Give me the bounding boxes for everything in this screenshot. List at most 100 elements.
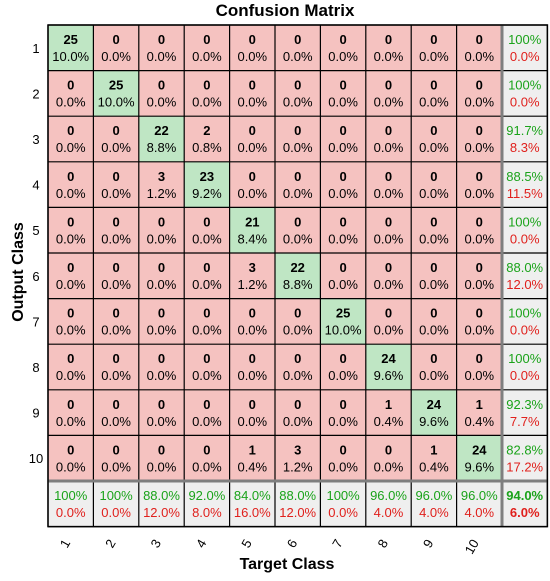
cell-percent: 9.6% bbox=[374, 368, 404, 383]
col-summary-error: 12.0% bbox=[279, 505, 316, 520]
matrix-cell bbox=[411, 207, 457, 253]
col-summary-correct: 88.0% bbox=[279, 488, 316, 503]
row-summary-error: 17.2% bbox=[506, 459, 543, 474]
col-summary-correct: 96.0% bbox=[461, 488, 498, 503]
cell-percent: 0.4% bbox=[237, 459, 267, 474]
y-tick-label: 2 bbox=[32, 86, 39, 101]
matrix-cell bbox=[138, 161, 185, 208]
cell-percent: 0.0% bbox=[101, 323, 131, 338]
summary-cell bbox=[93, 481, 139, 527]
matrix-cell bbox=[411, 116, 457, 162]
cell-percent: 0.0% bbox=[101, 186, 131, 201]
cell-count: 0 bbox=[203, 306, 210, 321]
cell-percent: 0.0% bbox=[374, 95, 404, 110]
cell-count: 0 bbox=[476, 169, 483, 184]
matrix-cell bbox=[229, 70, 275, 117]
row-summary-correct: 88.0% bbox=[506, 260, 543, 275]
cell-percent: 0.0% bbox=[237, 414, 267, 429]
matrix-cell bbox=[48, 70, 94, 117]
cell-count: 0 bbox=[112, 123, 119, 138]
col-summary-correct: 96.0% bbox=[415, 488, 452, 503]
cell-count: 0 bbox=[430, 32, 437, 47]
matrix-cell bbox=[320, 207, 366, 253]
cell-count: 0 bbox=[385, 260, 392, 275]
cell-percent: 0.0% bbox=[464, 368, 494, 383]
cell-count: 0 bbox=[430, 169, 437, 184]
cell-count: 1 bbox=[249, 442, 256, 457]
y-tick-label: 1 bbox=[32, 41, 39, 56]
cell-percent: 0.0% bbox=[101, 49, 131, 64]
overall-accuracy: 94.0% bbox=[506, 488, 543, 503]
cell-percent: 0.0% bbox=[101, 459, 131, 474]
cell-percent: 0.0% bbox=[56, 231, 86, 246]
x-tick-label: 9 bbox=[420, 537, 437, 551]
cell-percent: 1.2% bbox=[237, 277, 267, 292]
cell-count: 1 bbox=[430, 442, 437, 457]
cell-percent: 0.0% bbox=[147, 231, 177, 246]
matrix-cell bbox=[229, 389, 275, 436]
matrix-cell bbox=[48, 161, 94, 208]
matrix-cell bbox=[184, 161, 230, 208]
row-summary-correct: 100% bbox=[508, 32, 542, 47]
cell-count: 0 bbox=[203, 351, 210, 366]
cell-count: 0 bbox=[430, 214, 437, 229]
col-summary-error: 4.0% bbox=[464, 505, 494, 520]
summary-cell bbox=[456, 481, 502, 527]
cell-percent: 0.0% bbox=[147, 414, 177, 429]
cell-percent: 0.8% bbox=[192, 140, 222, 155]
matrix-cell bbox=[93, 25, 139, 71]
matrix-cell bbox=[93, 389, 139, 436]
matrix-cell bbox=[48, 207, 94, 253]
matrix-cell bbox=[275, 298, 321, 345]
x-tick-label: 4 bbox=[193, 537, 210, 551]
cell-count: 0 bbox=[430, 78, 437, 93]
x-tick-label: 10 bbox=[462, 537, 482, 557]
cell-count: 0 bbox=[249, 123, 256, 138]
cell-count: 3 bbox=[249, 260, 256, 275]
row-summary-correct: 82.8% bbox=[506, 442, 543, 457]
summary-cell bbox=[502, 70, 548, 117]
x-tick-label: 5 bbox=[238, 537, 255, 551]
cell-percent: 0.0% bbox=[328, 414, 358, 429]
x-axis-label: Target Class bbox=[239, 556, 335, 573]
cell-count: 0 bbox=[67, 169, 74, 184]
matrix-cell bbox=[411, 435, 457, 481]
matrix-cell bbox=[138, 389, 185, 436]
cell-count: 0 bbox=[67, 260, 74, 275]
cell-count: 0 bbox=[339, 78, 346, 93]
matrix-cell bbox=[275, 253, 321, 299]
cell-percent: 0.0% bbox=[464, 277, 494, 292]
cell-count: 24 bbox=[427, 397, 442, 412]
cell-percent: 0.0% bbox=[101, 414, 131, 429]
matrix-cell bbox=[229, 161, 275, 208]
matrix-cell bbox=[320, 435, 366, 481]
matrix-cell bbox=[48, 116, 94, 162]
matrix-cell bbox=[456, 161, 502, 208]
matrix-cell bbox=[275, 161, 321, 208]
col-summary-error: 0.0% bbox=[56, 505, 86, 520]
cell-percent: 0.0% bbox=[283, 49, 313, 64]
cell-percent: 0.0% bbox=[419, 277, 449, 292]
cell-count: 0 bbox=[249, 169, 256, 184]
cell-count: 0 bbox=[294, 78, 301, 93]
summary-cell bbox=[411, 481, 457, 527]
cell-count: 0 bbox=[203, 397, 210, 412]
cell-percent: 0.0% bbox=[374, 323, 404, 338]
cell-percent: 0.0% bbox=[328, 368, 358, 383]
cell-percent: 0.0% bbox=[283, 186, 313, 201]
matrix-cell bbox=[184, 25, 230, 71]
matrix-cell bbox=[48, 253, 94, 299]
y-tick-label: 9 bbox=[32, 406, 39, 421]
summary-cell bbox=[275, 481, 321, 527]
cell-count: 0 bbox=[158, 306, 165, 321]
cell-count: 0 bbox=[430, 306, 437, 321]
cell-percent: 0.0% bbox=[147, 49, 177, 64]
cell-count: 0 bbox=[158, 32, 165, 47]
cell-count: 3 bbox=[294, 442, 301, 457]
overall-error: 6.0% bbox=[510, 505, 540, 520]
matrix-cell bbox=[456, 389, 502, 436]
cell-count: 23 bbox=[200, 169, 214, 184]
cell-count: 0 bbox=[67, 214, 74, 229]
row-summary-error: 11.5% bbox=[507, 186, 543, 201]
row-summary-error: 0.0% bbox=[510, 231, 540, 246]
